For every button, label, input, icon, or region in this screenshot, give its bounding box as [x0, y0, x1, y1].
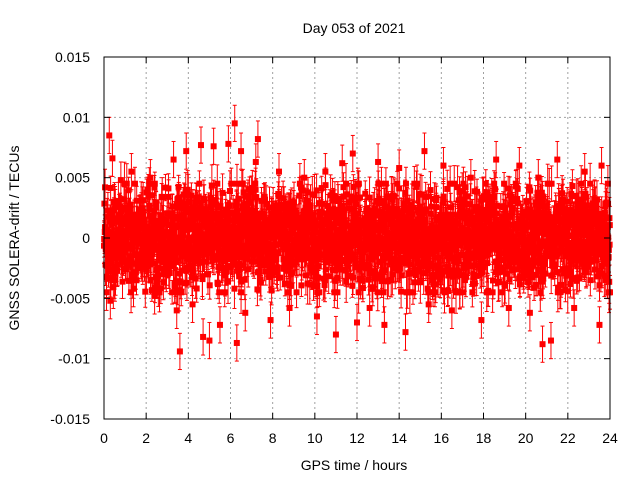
x-tick-label: 24	[602, 430, 618, 446]
x-tick-label: 4	[184, 430, 192, 446]
y-tick-label: -0.01	[58, 351, 90, 367]
x-tick-labels: 0 2 4 6 8 10 12 14 16 18 20 22 24	[100, 430, 618, 446]
data-point	[554, 140, 561, 179]
x-tick-label: 14	[391, 430, 407, 446]
data-point	[197, 126, 204, 164]
data-point	[225, 125, 232, 163]
data-point	[547, 321, 554, 360]
x-tick-label: 20	[518, 430, 534, 446]
data-points	[101, 104, 613, 371]
x-tick-label: 12	[349, 430, 365, 446]
data-point	[214, 164, 221, 204]
data-point	[238, 132, 245, 170]
data-point	[339, 144, 346, 182]
data-point	[402, 313, 409, 351]
data-point	[109, 139, 116, 177]
data-point	[448, 291, 455, 329]
y-tick-label: 0.005	[55, 170, 90, 186]
data-point	[421, 132, 428, 170]
chart-title: Day 053 of 2021	[303, 20, 406, 36]
y-tick-label: -0.005	[50, 290, 90, 306]
y-tick-labels: -0.015 -0.01 -0.005 0 0.005 0.01 0.015	[50, 49, 90, 427]
data-point	[349, 134, 356, 173]
data-point	[206, 321, 213, 360]
data-point	[451, 165, 458, 203]
data-point	[206, 270, 213, 300]
data-point	[231, 104, 238, 142]
x-tick-label: 6	[227, 430, 235, 446]
y-tick-label: 0	[82, 230, 90, 246]
data-point	[189, 285, 196, 323]
data-point	[539, 325, 546, 363]
data-point	[216, 280, 223, 304]
y-axis-label: GNSS SOLERA-drift / TECUs	[6, 146, 22, 331]
data-point	[375, 143, 382, 181]
y-tick-label: -0.015	[50, 411, 90, 427]
x-tick-label: 8	[269, 430, 277, 446]
data-point	[505, 289, 512, 327]
data-point	[200, 318, 207, 356]
data-point	[106, 116, 113, 155]
x-tick-label: 16	[434, 430, 450, 446]
data-point	[176, 332, 183, 371]
data-point	[107, 175, 114, 201]
data-point	[293, 276, 300, 309]
y-tick-label: 0.01	[63, 109, 90, 125]
data-point	[216, 306, 223, 344]
data-point	[526, 294, 533, 332]
x-tick-label: 2	[142, 430, 150, 446]
data-point	[228, 167, 235, 200]
data-point	[332, 315, 339, 354]
x-tick-label: 22	[560, 430, 576, 446]
data-point	[170, 140, 177, 179]
data-point	[210, 127, 217, 165]
data-point	[233, 324, 240, 362]
x-tick-label: 10	[307, 430, 323, 446]
x-tick-label: 18	[476, 430, 492, 446]
data-point	[526, 171, 533, 204]
data-point	[362, 180, 369, 208]
x-tick-label: 0	[100, 430, 108, 446]
x-axis-label: GPS time / hours	[301, 457, 408, 473]
data-point	[598, 147, 605, 185]
data-point	[242, 294, 249, 332]
data-point	[596, 306, 603, 344]
y-tick-label: 0.015	[55, 49, 90, 65]
data-point	[275, 153, 282, 191]
data-point	[571, 289, 578, 327]
